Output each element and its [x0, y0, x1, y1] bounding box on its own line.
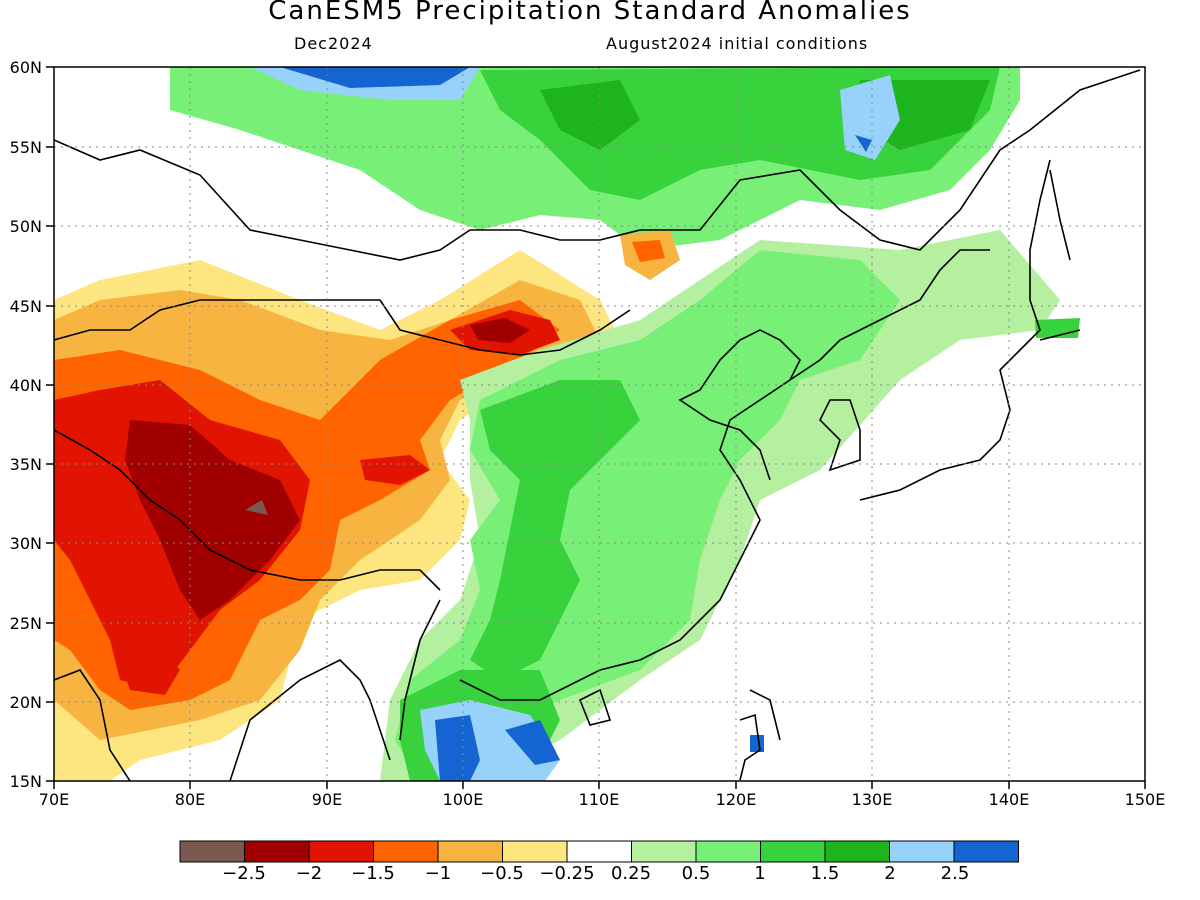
initial-conditions: August2024 initial conditions	[606, 34, 869, 53]
lat-label: 35N	[9, 455, 42, 474]
colorbar-label: −1.5	[351, 863, 395, 884]
lon-label: 90E	[311, 790, 343, 809]
colorbar-swatch	[308, 840, 374, 863]
lat-label: 25N	[9, 614, 42, 633]
anomaly-region-north-core	[470, 318, 530, 343]
colorbar-swatch	[502, 840, 568, 863]
lon-label: 120E	[715, 790, 757, 809]
colorbar-swatch	[889, 840, 955, 863]
forecast-month: Dec2024	[294, 34, 373, 53]
anomaly-region-northeast-blue	[840, 75, 900, 160]
anomaly-region-tibet-core	[125, 420, 300, 620]
anomaly-region-north-green-core	[540, 80, 640, 150]
colorbar	[179, 840, 1019, 863]
colorbar-swatch	[695, 840, 761, 863]
lon-label: 150E	[1124, 790, 1166, 809]
anomaly-region-east-wet-strong	[470, 380, 640, 680]
colorbar-swatch	[179, 840, 245, 863]
colorbar-swatch	[631, 840, 697, 863]
colorbar-label: −0.5	[480, 863, 524, 884]
lat-label: 15N	[9, 772, 42, 791]
colorbar-label: −0.25	[539, 863, 595, 884]
colorbar-label: 1	[754, 863, 766, 884]
anomaly-region-north-blue-core	[280, 67, 470, 88]
colorbar-label: −2.5	[222, 863, 266, 884]
lon-label: 80E	[174, 790, 206, 809]
anomaly-field	[54, 67, 1145, 781]
lon-label: 130E	[851, 790, 893, 809]
colorbar-swatch	[824, 840, 890, 863]
anomaly-region-mongolia-dry-core	[632, 240, 665, 262]
lat-label: 45N	[9, 297, 42, 316]
colorbar-label: −1	[424, 863, 452, 884]
colorbar-label: 0.5	[681, 863, 711, 884]
colorbar-label: 0.25	[610, 863, 652, 884]
anomaly-region-east-tibet-red	[360, 455, 430, 485]
colorbar-swatch	[760, 840, 826, 863]
colorbar-swatch	[566, 840, 632, 863]
anomaly-region-northeast-blue-core	[855, 135, 872, 152]
colorbar-label: 2.5	[940, 863, 970, 884]
grid-lines	[54, 67, 1145, 781]
anomaly-region-tibet-peak	[245, 500, 268, 515]
map-title: CanESM5 Precipitation Standard Anomalies	[268, 0, 912, 26]
axis-ticks	[46, 66, 1146, 789]
colorbar-label: 2	[884, 863, 896, 884]
anomaly-region-south-asia-dry	[120, 645, 180, 695]
colorbar-label: −2	[295, 863, 323, 884]
lon-label: 100E	[442, 790, 484, 809]
anomaly-region-indochina-blue-core	[435, 715, 480, 781]
colorbar-swatch	[244, 840, 310, 863]
colorbar-label: 1.5	[810, 863, 840, 884]
lat-label: 20N	[9, 693, 42, 712]
lat-label: 40N	[9, 376, 42, 395]
lat-label: 50N	[9, 217, 42, 236]
lat-label: 60N	[9, 58, 42, 77]
anomaly-region-philippines-blue	[750, 735, 764, 752]
colorbar-swatch	[373, 840, 439, 863]
anomaly-region-indochina-blue-core-2	[505, 720, 560, 765]
lat-label: 30N	[9, 534, 42, 553]
lat-label: 55N	[9, 138, 42, 157]
lon-label: 70E	[38, 790, 70, 809]
coastlines	[54, 69, 1141, 781]
lon-label: 140E	[988, 790, 1030, 809]
colorbar-swatch	[437, 840, 503, 863]
lon-label: 110E	[578, 790, 620, 809]
colorbar-swatch	[953, 840, 1019, 863]
